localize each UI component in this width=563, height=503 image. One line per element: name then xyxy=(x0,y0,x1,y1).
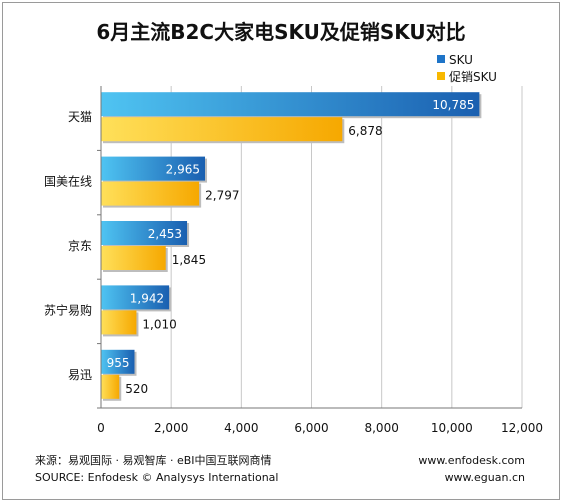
legend-swatch-sku xyxy=(437,55,445,63)
footer-url-enfodesk: www.enfodesk.com xyxy=(418,454,525,467)
category-label: 国美在线 xyxy=(44,175,92,189)
chart-title: 6月主流B2C大家电SKU及促销SKU对比 xyxy=(96,20,465,44)
data-label-sku: 2,453 xyxy=(148,227,182,241)
bar-sku xyxy=(101,156,206,181)
bars: 10,785 6,878 2,965 2,797 2,453 1,845 1,942 1,01… xyxy=(101,92,482,401)
data-label-promo-sku: 1,010 xyxy=(142,317,176,331)
data-label-promo-sku: 520 xyxy=(125,382,148,396)
category-label: 苏宁易购 xyxy=(44,302,92,317)
data-label-sku: 1,942 xyxy=(130,291,164,305)
data-label-promo-sku: 6,878 xyxy=(348,124,382,138)
data-label-sku: 955 xyxy=(107,356,130,370)
x-tick-label: 2,000 xyxy=(154,421,188,435)
bar-sku xyxy=(101,349,135,374)
footer-url-eguan: www.eguan.cn xyxy=(445,471,525,484)
bar-chart: 6月主流B2C大家电SKU及促销SKU对比 SKU 促销SKU 10,785 6,… xyxy=(35,20,543,484)
x-tick-label: 10,000 xyxy=(431,421,473,435)
bar-sku xyxy=(101,221,188,245)
data-label-sku: 10,785 xyxy=(432,98,474,112)
data-label-sku: 2,965 xyxy=(166,163,200,177)
bar-sku xyxy=(101,285,170,310)
axes: 0 2,000 4,000 6,000 8,000 10,000 12,000 天猫国美在线京… xyxy=(44,86,543,435)
category-label: 天猫 xyxy=(68,110,92,124)
footer-source-cn: 来源：易观国际 · 易观智库 · eBI中国互联网商情 xyxy=(35,453,272,467)
x-tick-label: 8,000 xyxy=(364,421,398,435)
x-tick-label: 4,000 xyxy=(224,421,258,435)
x-tick-label: 12,000 xyxy=(501,421,543,435)
footer: 来源：易观国际 · 易观智库 · eBI中国互联网商情 SOURCE: Enfo… xyxy=(35,453,525,484)
footer-source-en: SOURCE: Enfodesk © Analysys Internationa… xyxy=(35,471,278,484)
legend-label-sku: SKU xyxy=(449,53,473,67)
category-label: 京东 xyxy=(68,239,92,253)
bar-sku xyxy=(101,92,480,117)
x-tick-label: 6,000 xyxy=(294,421,328,435)
bar-promo-sku xyxy=(101,181,200,206)
bar-promo-sku xyxy=(101,246,166,270)
data-label-promo-sku: 2,797 xyxy=(205,189,239,203)
bar-promo-sku xyxy=(101,374,120,399)
x-tick-label: 0 xyxy=(97,421,105,435)
legend-swatch-promo-sku xyxy=(437,72,445,80)
legend-label-promo-sku: 促销SKU xyxy=(449,70,497,84)
legend: SKU 促销SKU xyxy=(437,53,497,84)
category-label: 易迅 xyxy=(68,368,92,382)
bar-promo-sku xyxy=(101,310,137,335)
data-label-promo-sku: 1,845 xyxy=(172,253,206,267)
bar-promo-sku xyxy=(101,117,343,142)
